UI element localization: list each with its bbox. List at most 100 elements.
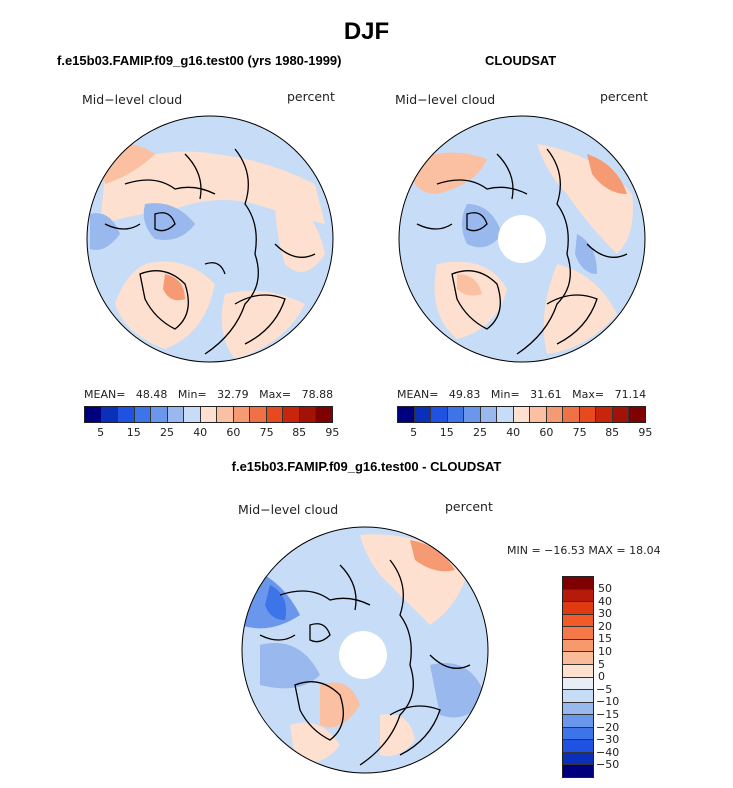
colorbar-tick: 30 [598,607,612,621]
cloudsat-colorbar-ticks: 5 15 25 40 60 75 85 95 [397,426,652,440]
contour-patch [457,274,482,296]
colorbar-tick: −50 [596,758,620,772]
cloudsat-units-label: percent [600,89,648,104]
mean-label: MEAN= [84,388,126,401]
colorbar-swatch [563,752,593,766]
colorbar-swatch [563,690,593,703]
coastline [416,148,628,355]
contour-patch [265,585,286,620]
min-value: 32.79 [217,388,249,401]
contour-patch [163,274,185,301]
colorbar-swatch [612,407,630,422]
colorbar-tick: 15 [598,632,612,646]
colorbar-swatch [563,602,593,615]
mean-label: MEAN= [397,388,439,401]
contour-patch [462,204,502,248]
colorbar-tick: 15 [439,426,454,439]
colorbar-swatch [85,407,102,422]
colorbar-swatch [579,407,597,422]
contour-patch [537,144,633,254]
colorbar-tick: −40 [596,745,620,759]
colorbar-tick: 5 [410,426,418,439]
colorbar-tick: 95 [325,426,340,439]
colorbar-tick: 50 [598,582,612,595]
colorbar-tick: 5 [598,657,605,671]
colorbar-swatch [497,407,514,422]
colorbar-swatch [134,407,152,422]
colorbar-tick: −5 [596,682,613,696]
colorbar-tick: −20 [596,720,620,734]
colorbar-swatch [563,740,593,753]
colorbar-tick: 15 [126,426,141,439]
colorbar-tick: 60 [539,426,554,439]
contour-patch [410,540,455,572]
min-label: Min= [177,388,207,401]
colorbar-swatch [250,407,267,422]
contour-patch [434,261,507,339]
diff-panel-title: f.e15b03.FAMIP.f09_g16.test00 - CLOUDSAT [231,459,502,474]
colorbar-tick: 20 [598,619,612,633]
colorbar-swatch [233,407,251,422]
model-units-label: percent [287,89,335,104]
colorbar-swatch [414,407,432,422]
cloudsat-panel-title: CLOUDSAT [485,53,557,68]
max-value: 71.14 [614,388,647,401]
colorbar-swatch [151,407,168,422]
contour-patch [575,234,597,274]
contour-patch [290,722,340,763]
colorbar-swatch [563,614,593,628]
diff-minmax: MIN = −16.53 MAX = 18.04 [507,544,661,557]
diff-colorbar [562,576,594,778]
colorbar-swatch [447,407,465,422]
contour-patch [320,682,360,728]
colorbar-swatch [563,577,593,590]
model-polar-map [86,115,334,363]
pole-hole [339,631,387,679]
colorbar-swatch [200,407,218,422]
colorbar-tick: 10 [598,645,612,658]
contour-patch [143,203,195,240]
colorbar-tick: 40 [506,426,521,439]
mean-value: 49.83 [448,388,481,401]
colorbar-tick: 0 [598,670,605,684]
coastline [259,559,471,766]
mean-value: 48.48 [135,388,168,401]
colorbar-swatch [546,407,564,422]
colorbar-swatch [629,407,645,422]
colorbar-tick: −10 [596,695,620,709]
colorbar-tick: 40 [598,594,612,608]
colorbar-swatch [299,407,317,422]
colorbar-tick: 25 [160,426,174,439]
cloudsat-colorbar [397,406,646,423]
colorbar-swatch [596,407,613,422]
colorbar-swatch [217,407,234,422]
model-variable-label: Mid−level cloud [82,92,183,107]
colorbar-swatch [398,407,415,422]
colorbar-swatch [563,589,593,603]
contour-patch [275,194,325,272]
colorbar-tick: 40 [193,426,208,439]
min-label: Min= [490,388,520,401]
colorbar-swatch [316,407,332,422]
max-label: Max= [572,388,605,401]
cloudsat-variable-label: Mid−level cloud [395,92,496,107]
colorbar-swatch [266,407,284,422]
contour-patch [430,663,485,718]
colorbar-tick: −15 [596,708,620,721]
colorbar-swatch [464,407,481,422]
colorbar-tick: 95 [638,426,653,439]
colorbar-swatch [563,407,580,422]
contour-patch [115,261,215,349]
colorbar-swatch [530,407,547,422]
contour-patch [90,213,120,250]
page-title: DJF [343,18,390,45]
colorbar-tick: 60 [226,426,241,439]
colorbar-swatch [563,727,593,741]
contour-patch [587,154,627,194]
colorbar-swatch [480,407,498,422]
contour-patch [260,643,320,689]
colorbar-swatch [563,715,593,728]
colorbar-swatch [101,407,119,422]
max-label: Max= [259,388,292,401]
colorbar-tick: 25 [473,426,487,439]
